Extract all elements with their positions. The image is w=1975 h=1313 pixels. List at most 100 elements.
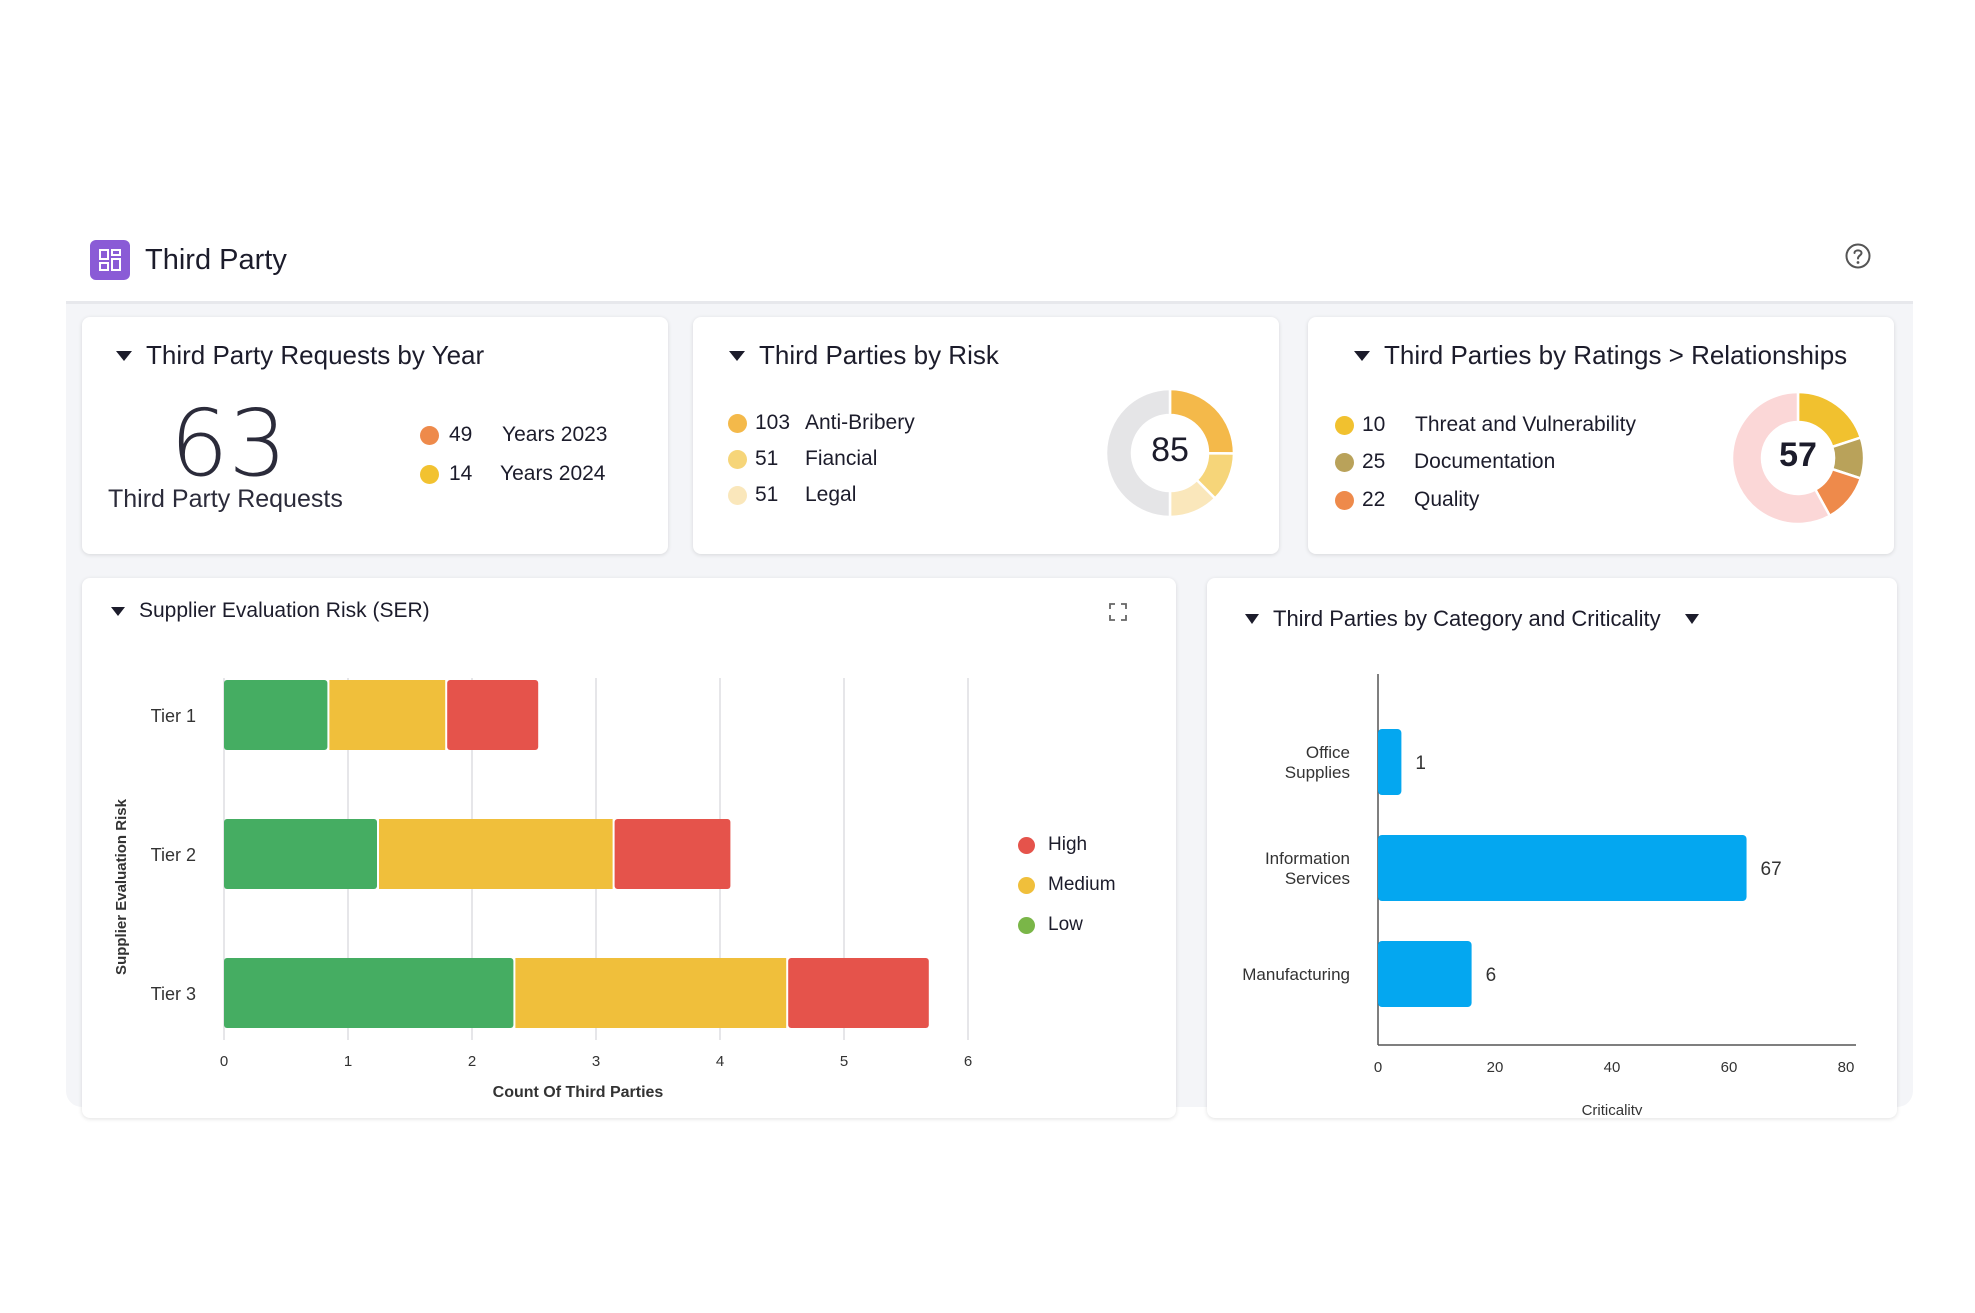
category-criticality-title: Third Parties by Category and Criticalit…	[1273, 606, 1661, 631]
x-tick-label: 0	[1374, 1059, 1382, 1076]
ser-bar-chart: 0 1 2 3 4 5 6 Tier 1 Tier 2 Tier 3 Count Of Third …	[113, 678, 972, 1101]
bar-data-label: 6	[1486, 965, 1497, 986]
risk-donut-center-value: 85	[1151, 431, 1189, 469]
x-tick-label: 20	[1487, 1059, 1504, 1076]
legend-item: 14 Years 2024	[420, 462, 605, 486]
x-tick-label: 6	[964, 1053, 972, 1070]
bar-medium[interactable]	[379, 819, 613, 889]
x-tick-label: 1	[344, 1053, 352, 1070]
help-circle-icon[interactable]	[1844, 242, 1872, 270]
legend-value: 25	[1362, 450, 1386, 473]
y-axis-label: Supplier Evaluation Risk	[113, 798, 130, 975]
legend-dot	[1018, 876, 1035, 894]
legend-dot	[1018, 916, 1035, 934]
legend-label: Fiancial	[805, 447, 878, 470]
bar-high[interactable]	[447, 680, 539, 750]
legend-dot	[420, 464, 439, 484]
legend-item: 22 Quality	[1335, 488, 1479, 512]
legend-dot	[728, 413, 747, 433]
legend-item: High	[1018, 834, 1087, 856]
legend-label: Years 2023	[502, 423, 608, 446]
legend-item: 51 Legal	[728, 483, 856, 507]
legend-item: 10 Threat and Vulnerability	[1335, 413, 1636, 437]
legend-label: Anti-Bribery	[805, 411, 915, 434]
bar-medium[interactable]	[329, 680, 446, 750]
page-title: Third Party	[145, 244, 287, 276]
parties-by-risk-header[interactable]: Third Parties by Risk	[729, 340, 999, 371]
collapse-caret-icon[interactable]	[1354, 350, 1370, 361]
chevron-down-icon[interactable]	[1684, 614, 1699, 624]
category-bar[interactable]	[1378, 941, 1472, 1007]
legend-item: Low	[1018, 914, 1083, 936]
legend-label: High	[1048, 834, 1088, 855]
x-tick-label: 0	[220, 1053, 228, 1070]
legend-item: 103 Anti-Bribery	[728, 411, 915, 435]
legend-label: Low	[1048, 914, 1083, 935]
legend-item: Medium	[1018, 874, 1116, 896]
legend-value: 51	[755, 483, 779, 506]
x-axis-label: Count Of Third Parties	[493, 1084, 664, 1101]
ratings-relationships-title: Third Parties by Ratings > Relationships	[1384, 340, 1848, 370]
legend-label: Medium	[1048, 874, 1116, 895]
legend-label: Documentation	[1414, 450, 1556, 473]
category-bar[interactable]	[1378, 835, 1747, 901]
legend-value: 10	[1362, 413, 1386, 436]
x-tick-label: 5	[840, 1053, 848, 1070]
top-bar	[66, 220, 1913, 302]
expand-icon[interactable]	[1108, 602, 1128, 622]
y-category-label: Tier 2	[151, 845, 196, 865]
legend-dot	[728, 485, 747, 505]
legend-item: 25 Documentation	[1335, 450, 1555, 474]
legend-value: 14	[449, 462, 473, 485]
ser-title: Supplier Evaluation Risk (SER)	[139, 599, 430, 622]
total-requests-label: Third Party Requests	[108, 485, 343, 513]
category-criticality-header[interactable]: Third Parties by Category and Criticalit…	[1245, 606, 1699, 632]
legend-value: 49	[449, 423, 473, 446]
collapse-caret-icon[interactable]	[1245, 614, 1259, 624]
x-tick-label: 40	[1604, 1059, 1621, 1076]
top-bar-divider	[66, 301, 1913, 304]
legend-dot	[1335, 452, 1354, 472]
x-tick-label: 80	[1838, 1059, 1855, 1076]
legend-value: 103	[755, 411, 791, 434]
legend-label: Quality	[1414, 488, 1480, 511]
total-requests-value: 63	[170, 390, 288, 497]
risk-donut-chart	[1104, 387, 1236, 519]
parties-by-risk-title: Third Parties by Risk	[759, 340, 999, 370]
legend-dot	[420, 425, 439, 445]
legend-dot	[1335, 490, 1354, 510]
bar-data-label: 1	[1415, 753, 1426, 774]
y-category-label: Manufacturing	[1242, 965, 1350, 984]
risk-donut-segment[interactable]	[1104, 387, 1172, 519]
ser-header[interactable]: Supplier Evaluation Risk (SER)	[111, 599, 430, 623]
dashboard-grid-icon	[90, 240, 130, 280]
legend-item: 51 Fiancial	[728, 447, 877, 471]
bar-high[interactable]	[614, 819, 731, 889]
category-bar[interactable]	[1378, 729, 1402, 795]
legend-dot	[1335, 415, 1354, 435]
x-tick-label: 60	[1721, 1059, 1738, 1076]
ratings-relationships-header[interactable]: Third Parties by Ratings > Relationships	[1354, 340, 1847, 371]
legend-dot	[1018, 836, 1035, 854]
bar-medium[interactable]	[515, 958, 787, 1028]
legend-value: 22	[1362, 488, 1386, 511]
bar-high[interactable]	[788, 958, 929, 1028]
ratings-donut-segment[interactable]	[1730, 390, 1832, 526]
bar-data-label: 67	[1761, 859, 1782, 880]
x-axis-label: Criticality	[1582, 1102, 1643, 1115]
category-bar-chart: 0 20 40 60 80 1 Office Supplies 67 Information Ser…	[1242, 674, 1856, 1115]
y-category-label: Tier 1	[151, 706, 196, 726]
x-tick-label: 3	[592, 1053, 600, 1070]
ratings-donut-chart	[1730, 390, 1866, 526]
ratings-donut-center-value: 57	[1779, 436, 1817, 474]
collapse-caret-icon[interactable]	[111, 606, 125, 616]
collapse-caret-icon[interactable]	[116, 350, 132, 361]
legend-dot	[728, 449, 747, 469]
requests-by-year-header[interactable]: Third Party Requests by Year	[116, 340, 484, 371]
bar-low[interactable]	[224, 819, 377, 889]
bar-low[interactable]	[224, 958, 514, 1028]
y-category-label: Information Services	[1265, 849, 1350, 888]
bar-low[interactable]	[224, 680, 328, 750]
collapse-caret-icon[interactable]	[729, 350, 745, 361]
legend-item: 49 Years 2023	[420, 423, 607, 447]
